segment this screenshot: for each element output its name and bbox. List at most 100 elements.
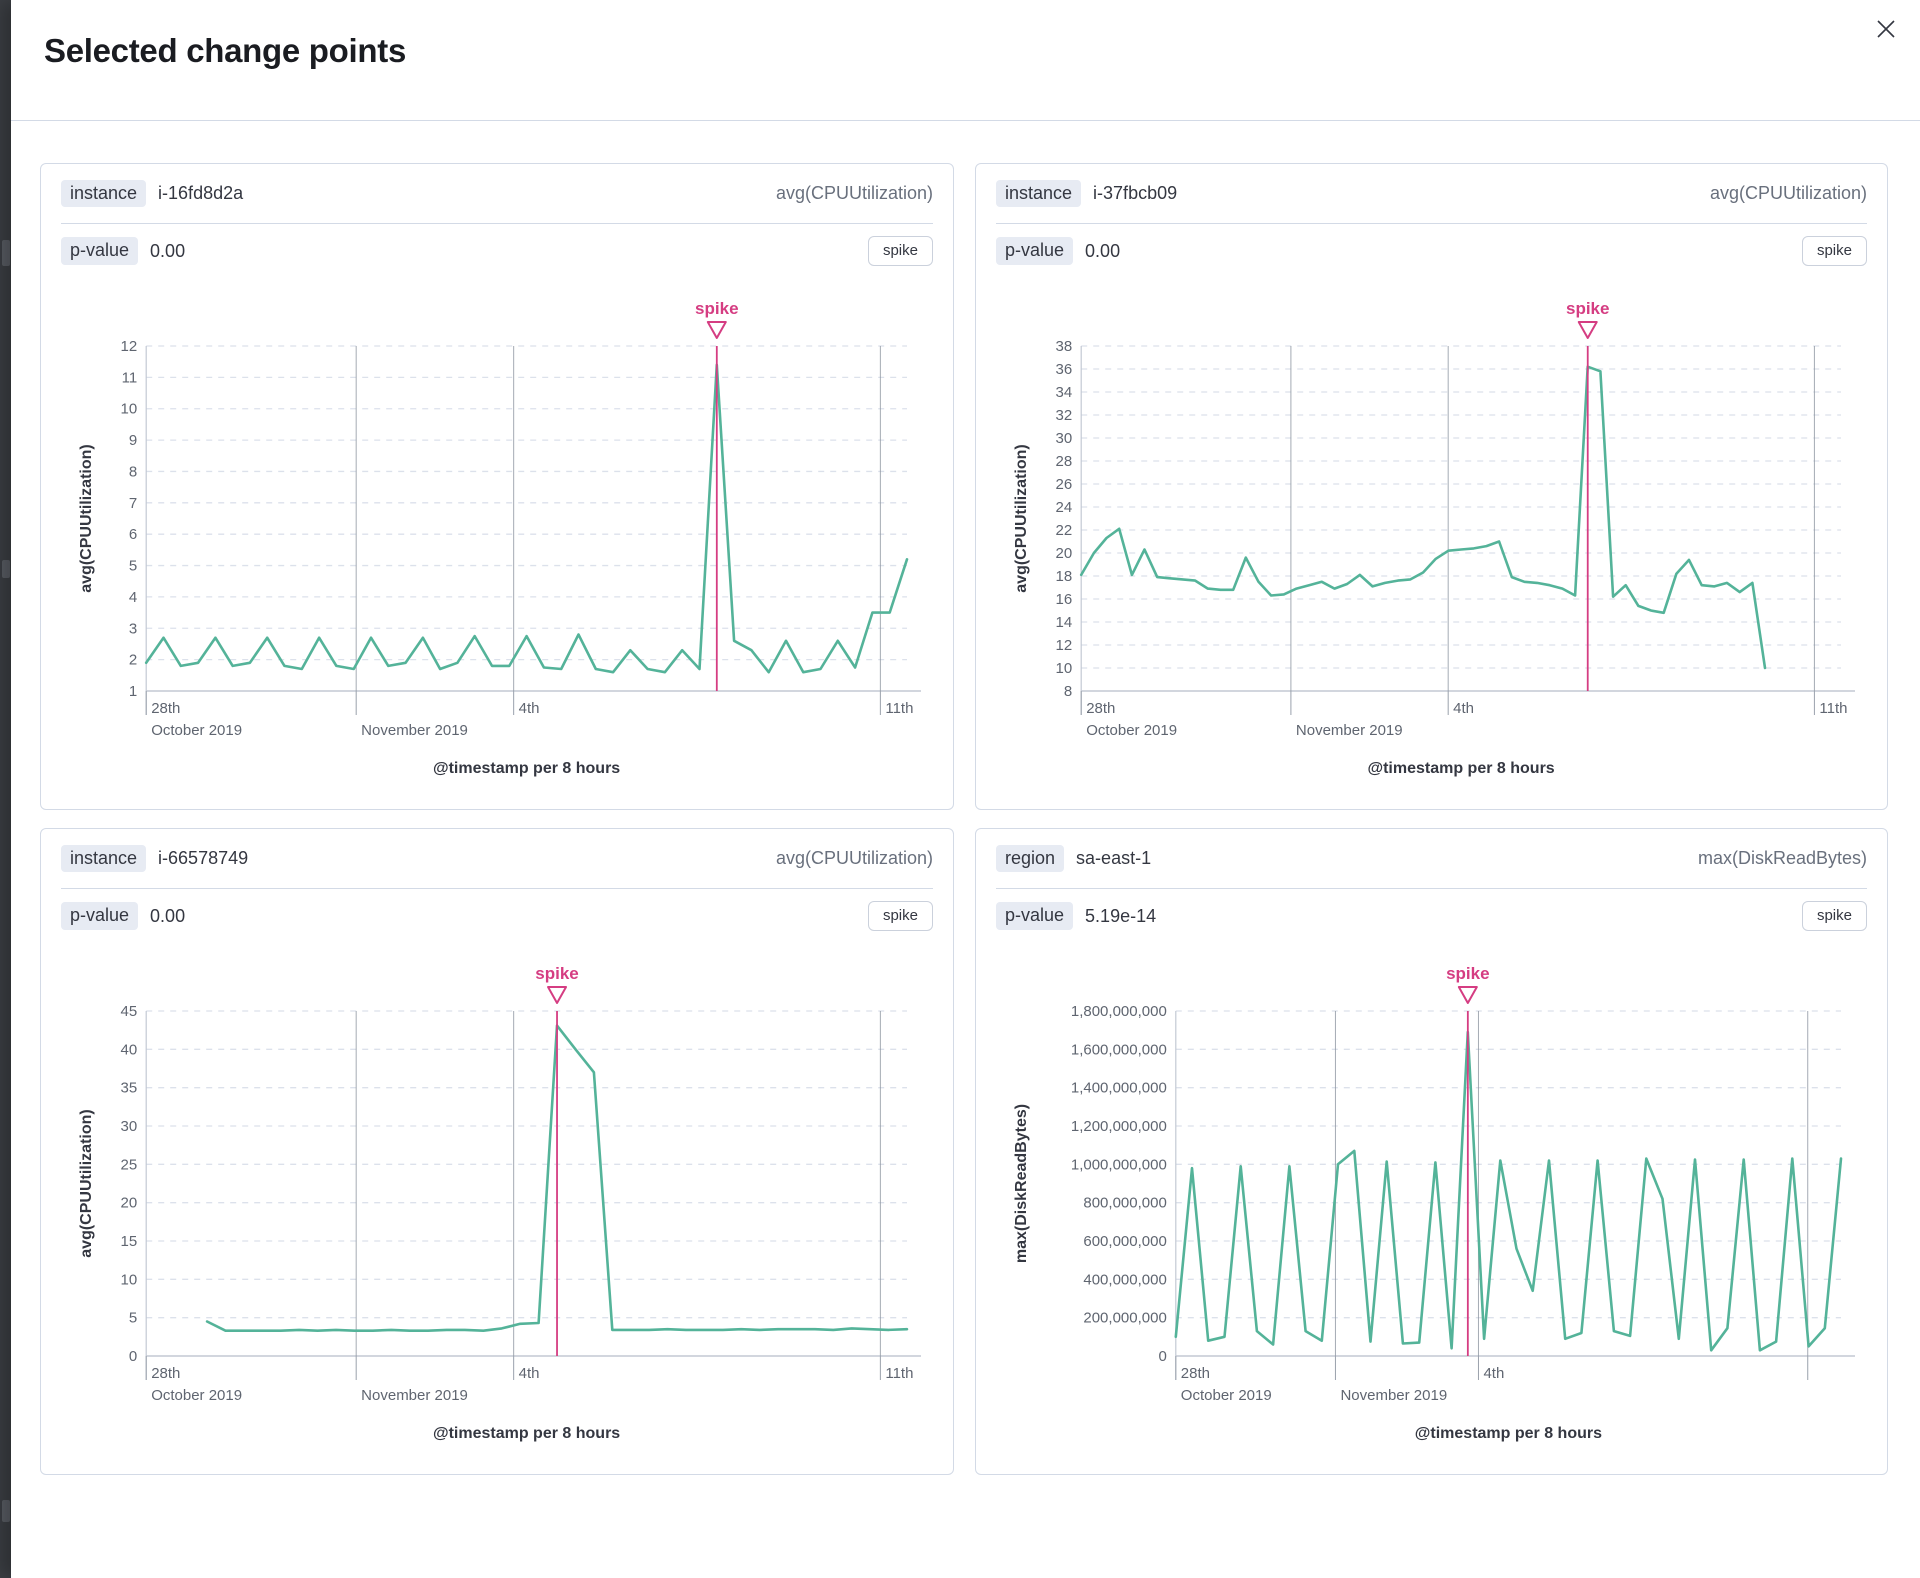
field-badge: instance	[996, 179, 1082, 208]
background-glyph	[2, 240, 10, 266]
svg-text:11: 11	[122, 369, 138, 386]
svg-text:28th: 28th	[151, 700, 180, 717]
field-badge: instance	[61, 179, 147, 208]
chart-canvas[interactable]: 1,800,000,000 1,600,000,000 1,400,000,000 1…	[996, 941, 1867, 1466]
flyout-header: Selected change points	[11, 0, 1920, 121]
change-point-type-button[interactable]: spike	[867, 236, 933, 266]
svg-text:18: 18	[1056, 568, 1073, 585]
change-points-flyout: Selected change points instance i-16fd8d…	[11, 0, 1920, 1578]
change-point-type-button[interactable]: spike	[867, 901, 933, 931]
svg-text:October 2019: October 2019	[151, 1387, 242, 1404]
line-chart: 38 36 34 32 30 28 26 24 22 20 18 16 14 12 10 8 28th Octob…	[1013, 299, 1855, 777]
svg-text:4: 4	[129, 589, 137, 606]
panel-header: instance i-66578749 avg(CPUUtilization)	[61, 829, 933, 888]
x-axis-title: @timestamp per 8 hours	[1415, 1425, 1602, 1442]
chart-canvas[interactable]: 38 36 34 32 30 28 26 24 22 20 18 16 14 12 10 8 28th Octob…	[996, 276, 1867, 801]
field-value: i-16fd8d2a	[158, 183, 244, 203]
background-glyph	[2, 560, 10, 578]
panel-divider	[996, 223, 1867, 224]
svg-text:1: 1	[129, 683, 137, 700]
change-point-panel: instance i-37fbcb09 avg(CPUUtilization) …	[975, 163, 1888, 810]
p-value-row: p-value 5.19e-14 spike	[996, 889, 1867, 941]
close-icon	[1875, 18, 1897, 43]
svg-text:8: 8	[1064, 683, 1072, 700]
svg-text:3: 3	[129, 620, 137, 637]
svg-text:28th: 28th	[151, 1365, 180, 1382]
y-axis-title: avg(CPUUtilization)	[1013, 444, 1030, 592]
svg-text:October 2019: October 2019	[1181, 1387, 1272, 1404]
change-point-panel: instance i-66578749 avg(CPUUtilization) …	[40, 828, 954, 1475]
spike-annotation-label: spike	[1566, 299, 1609, 318]
svg-text:4th: 4th	[1453, 700, 1474, 717]
metric-label: avg(CPUUtilization)	[775, 848, 933, 868]
svg-text:28th: 28th	[1181, 1365, 1210, 1382]
svg-text:32: 32	[1056, 407, 1073, 424]
panel-divider	[61, 223, 933, 224]
svg-text:800,000,000: 800,000,000	[1083, 1195, 1166, 1212]
field-value: sa-east-1	[1076, 848, 1152, 868]
panel-divider	[996, 888, 1867, 889]
svg-text:30: 30	[121, 1118, 138, 1135]
svg-text:1,800,000,000: 1,800,000,000	[1071, 1003, 1167, 1020]
panel-header: instance i-16fd8d2a avg(CPUUtilization)	[61, 164, 933, 223]
p-value-row: p-value 0.00 spike	[61, 224, 933, 276]
metric-label: avg(CPUUtilization)	[775, 183, 933, 203]
change-point-panel: instance i-16fd8d2a avg(CPUUtilization) …	[40, 163, 954, 810]
svg-text:November 2019: November 2019	[1340, 1387, 1447, 1404]
svg-text:11th: 11th	[885, 1365, 913, 1382]
svg-text:10: 10	[121, 401, 138, 418]
p-value-row: p-value 0.00 spike	[996, 224, 1867, 276]
svg-text:1,400,000,000: 1,400,000,000	[1071, 1080, 1167, 1097]
svg-text:9: 9	[129, 432, 137, 449]
svg-text:4th: 4th	[519, 1365, 540, 1382]
svg-text:October 2019: October 2019	[151, 722, 242, 739]
p-value: 0.00	[150, 240, 186, 261]
svg-text:10: 10	[1056, 660, 1073, 677]
metric-label: avg(CPUUtilization)	[1709, 183, 1867, 203]
svg-text:38: 38	[1056, 338, 1073, 355]
svg-text:1,600,000,000: 1,600,000,000	[1071, 1041, 1167, 1058]
p-value: 0.00	[1085, 240, 1121, 261]
svg-text:22: 22	[1056, 522, 1073, 539]
svg-text:20: 20	[1056, 545, 1073, 562]
y-axis-title: avg(CPUUtilization)	[78, 444, 95, 592]
line-chart: 1,800,000,000 1,600,000,000 1,400,000,000 1…	[1013, 964, 1855, 1442]
line-chart: 12 11 10 9 8 7 6 5 4 3 2 1 28th October 2019 November …	[78, 299, 921, 777]
svg-text:10: 10	[121, 1271, 138, 1288]
svg-text:35: 35	[121, 1080, 138, 1097]
panel-header: instance i-37fbcb09 avg(CPUUtilization)	[996, 164, 1867, 223]
svg-text:36: 36	[1056, 361, 1073, 378]
chart-canvas[interactable]: 45 40 35 30 25 20 15 10 5 0 28th October 2019 Novemb…	[61, 941, 933, 1466]
page-title: Selected change points	[44, 32, 406, 69]
x-axis-title: @timestamp per 8 hours	[433, 760, 620, 777]
svg-text:15: 15	[121, 1233, 138, 1250]
panel-header: region sa-east-1 max(DiskReadBytes)	[996, 829, 1867, 888]
svg-text:12: 12	[121, 338, 138, 355]
y-axis-title: max(DiskReadBytes)	[1013, 1104, 1030, 1263]
chart-canvas[interactable]: 12 11 10 9 8 7 6 5 4 3 2 1 28th October 2019 November …	[61, 276, 933, 801]
svg-text:7: 7	[129, 495, 137, 512]
svg-text:1,000,000,000: 1,000,000,000	[1071, 1156, 1167, 1173]
svg-text:8: 8	[129, 463, 137, 480]
svg-text:28th: 28th	[1086, 700, 1115, 717]
svg-text:11th: 11th	[885, 700, 913, 717]
change-point-panel: region sa-east-1 max(DiskReadBytes) p-va…	[975, 828, 1888, 1475]
p-value-badge: p-value	[996, 237, 1074, 265]
svg-text:45: 45	[121, 1003, 138, 1020]
p-value-row: p-value 0.00 spike	[61, 889, 933, 941]
close-button[interactable]	[1872, 16, 1900, 44]
background-glyph	[2, 1500, 10, 1522]
svg-text:4th: 4th	[1483, 1365, 1504, 1382]
spike-annotation-label: spike	[535, 964, 578, 983]
x-axis-title: @timestamp per 8 hours	[433, 1425, 620, 1442]
panel-divider	[61, 888, 933, 889]
field-badge: region	[996, 844, 1065, 873]
svg-text:4th: 4th	[519, 700, 540, 717]
svg-text:0: 0	[1158, 1348, 1166, 1365]
change-point-type-button[interactable]: spike	[1801, 236, 1867, 266]
change-point-type-button[interactable]: spike	[1801, 901, 1867, 931]
svg-text:5: 5	[129, 1310, 137, 1327]
svg-text:34: 34	[1056, 384, 1073, 401]
svg-text:24: 24	[1056, 499, 1073, 516]
svg-text:0: 0	[129, 1348, 137, 1365]
